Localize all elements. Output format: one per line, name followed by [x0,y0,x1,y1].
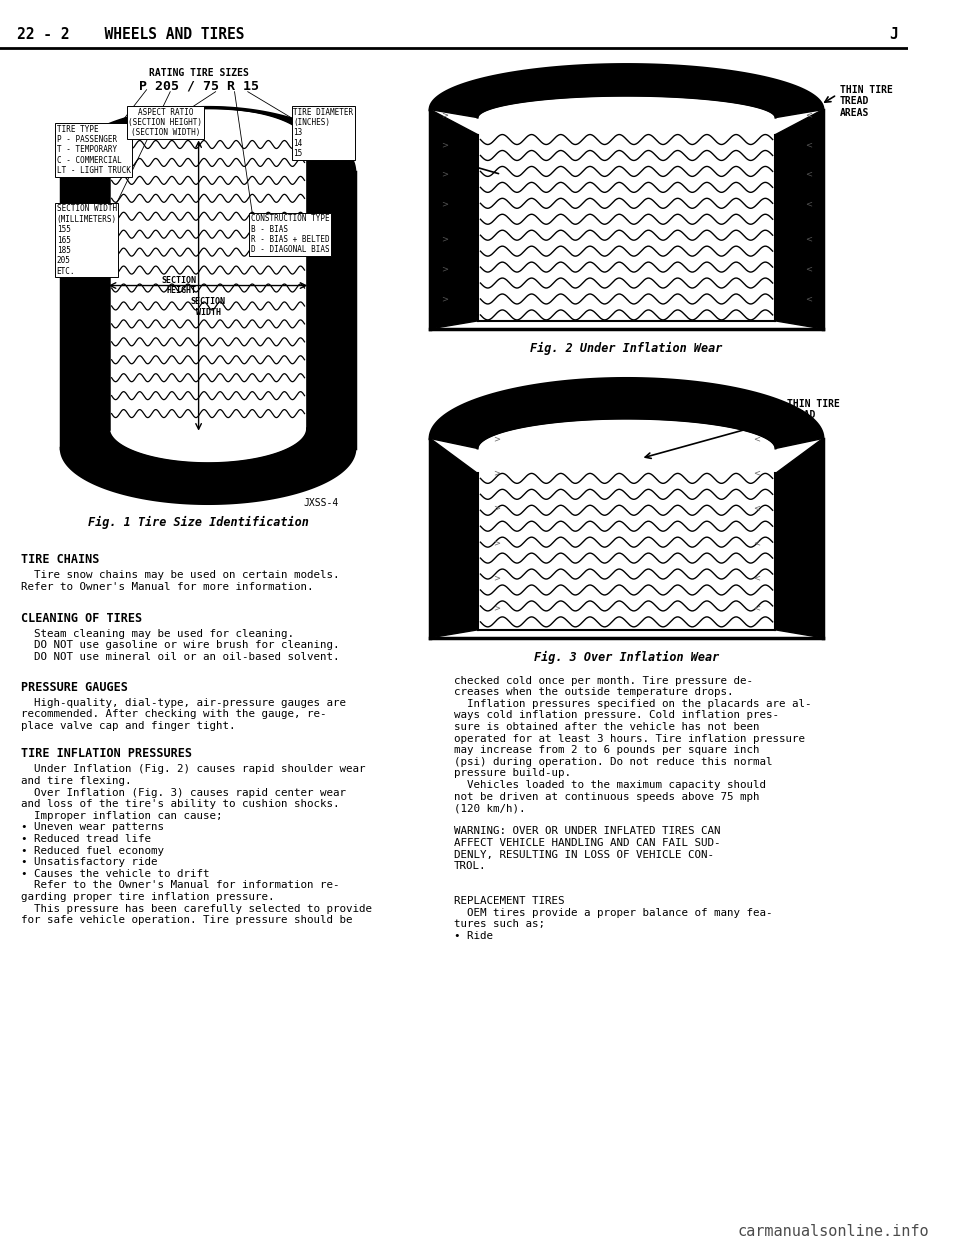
Polygon shape [430,438,477,638]
Text: THIN TIRE
TREAD
AREA: THIN TIRE TREAD AREA [787,399,840,432]
Text: SECTION
HEIGHT: SECTION HEIGHT [161,276,197,296]
Text: P 205 / 75 R 15: P 205 / 75 R 15 [138,79,258,93]
Text: ASPECT RATIO
(SECTION HEIGHT)
(SECTION WIDTH): ASPECT RATIO (SECTION HEIGHT) (SECTION W… [129,108,203,138]
Text: PRESSURE GAUGES: PRESSURE GAUGES [21,681,128,694]
Polygon shape [61,143,108,448]
Text: >: > [441,170,448,179]
Polygon shape [776,109,823,329]
Text: JXSS-4: JXSS-4 [303,498,339,508]
Text: >: > [441,111,448,119]
Text: TIRE TYPE
P - PASSENGER
T - TEMPORARY
C - COMMERCIAL
LT - LIGHT TRUCK: TIRE TYPE P - PASSENGER T - TEMPORARY C … [57,124,131,175]
Text: >: > [493,504,500,513]
Text: J: J [890,27,899,42]
Text: >: > [493,539,500,548]
Text: <: < [805,140,812,149]
Text: Fig. 2 Under Inflation Wear: Fig. 2 Under Inflation Wear [530,342,723,355]
Text: SECTION WIDTH
(MILLIMETERS)
155
165
185
205
ETC.: SECTION WIDTH (MILLIMETERS) 155 165 185 … [57,204,117,276]
Text: Steam cleaning may be used for cleaning.
  DO NOT use gasoline or wire brush for: Steam cleaning may be used for cleaning.… [21,628,339,662]
Text: <: < [805,235,812,243]
Polygon shape [61,428,354,503]
Text: THIN TIRE
TREAD
AREAS: THIN TIRE TREAD AREAS [840,84,893,118]
Text: Under Inflation (Fig. 2) causes rapid shoulder wear
and tire flexing.
  Over Inf: Under Inflation (Fig. 2) causes rapid sh… [21,764,372,925]
Text: <: < [753,504,760,513]
Text: >: > [493,433,500,443]
Text: <: < [753,604,760,612]
Text: <: < [805,294,812,303]
Polygon shape [430,379,823,448]
Text: RATING TIRE SIZES: RATING TIRE SIZES [149,68,249,78]
Text: >: > [441,265,448,273]
Polygon shape [430,65,823,118]
Polygon shape [61,108,354,173]
Text: >: > [493,574,500,582]
Text: 22 - 2    WHEELS AND TIRES: 22 - 2 WHEELS AND TIRES [17,27,245,42]
Text: >: > [441,140,448,149]
Text: TIRE CHAINS: TIRE CHAINS [21,553,99,566]
Text: <: < [753,539,760,548]
Polygon shape [776,438,823,638]
Text: <: < [753,574,760,582]
Text: >: > [441,294,448,303]
Text: <: < [805,200,812,209]
Text: Fig. 1 Tire Size Identification: Fig. 1 Tire Size Identification [88,517,309,529]
Text: TIRE INFLATION PRESSURES: TIRE INFLATION PRESSURES [21,748,192,760]
Polygon shape [307,143,354,448]
Text: TIRE DIAMETER
(INCHES)
13
14
15: TIRE DIAMETER (INCHES) 13 14 15 [293,108,353,158]
Text: carmanualsonline.info: carmanualsonline.info [737,1223,929,1238]
Text: CONSTRUCTION TYPE
B - BIAS
R - BIAS + BELTED
D - DIAGONAL BIAS: CONSTRUCTION TYPE B - BIAS R - BIAS + BE… [251,215,329,255]
Text: Tire snow chains may be used on certain models.
Refer to Owner's Manual for more: Tire snow chains may be used on certain … [21,570,339,591]
Text: >: > [493,604,500,612]
Text: JXSS-1: JXSS-1 [777,309,811,319]
Text: Fig. 3 Over Inflation Wear: Fig. 3 Over Inflation Wear [534,651,719,664]
Text: SECTION
WIDTH: SECTION WIDTH [190,298,226,317]
Text: <: < [805,265,812,273]
Text: >: > [441,235,448,243]
Text: High-quality, dial-type, air-pressure gauges are
recommended. After checking wit: High-quality, dial-type, air-pressure ga… [21,698,346,730]
Text: JXSS-2: JXSS-2 [777,620,811,630]
Text: >: > [493,469,500,478]
Text: CLEANING OF TIRES: CLEANING OF TIRES [21,612,142,625]
Polygon shape [430,109,477,329]
Text: <: < [753,433,760,443]
Text: <: < [805,170,812,179]
Text: checked cold once per month. Tire pressure de-
creases when the outside temperat: checked cold once per month. Tire pressu… [454,676,811,941]
Text: <: < [805,111,812,119]
Text: <: < [753,469,760,478]
Text: >: > [441,200,448,209]
